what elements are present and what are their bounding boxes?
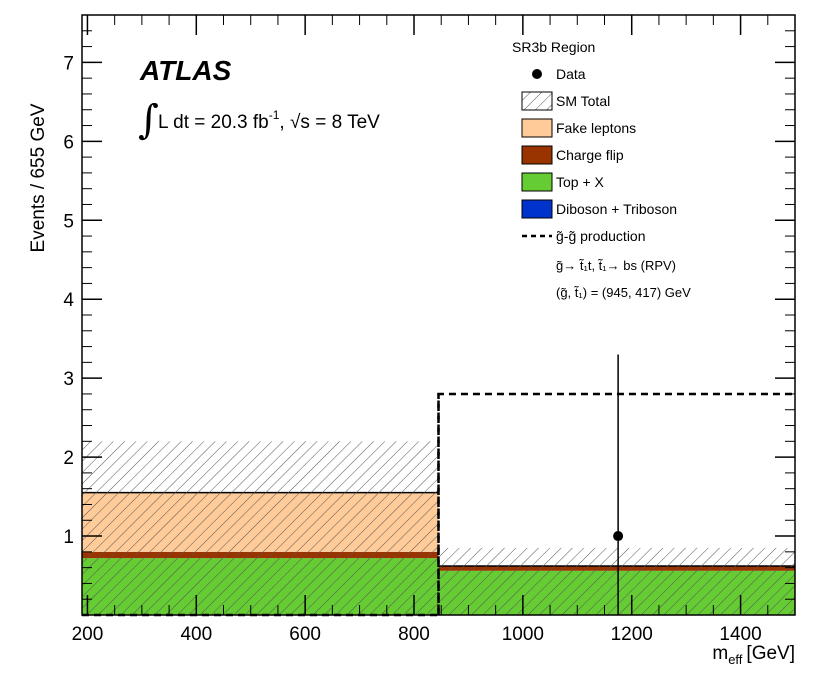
legend-note: (g̃, t̃₁) = (945, 417) GeV [556, 285, 691, 300]
luminosity-text: L dt = 20.3 fb [158, 112, 269, 133]
y-tick-label: 1 [63, 527, 74, 548]
y-tick-label: 5 [63, 211, 74, 232]
sqrt-icon: √ [290, 112, 301, 133]
y-tick-label: 6 [63, 132, 74, 153]
energy-text: s = 8 TeV [300, 112, 380, 133]
x-axis-title: meff [GeV] [712, 643, 795, 667]
sm-uncertainty-band-bin-0 [82, 441, 439, 615]
legend-label: g̃-g̃ production [556, 228, 646, 244]
x-tick-label: 600 [289, 624, 321, 645]
x-tick-label: 200 [72, 624, 104, 645]
x-tick-label: 1200 [611, 624, 653, 645]
legend-swatch-hatch [521, 91, 553, 111]
legend-swatch-5 [521, 199, 553, 219]
y-tick-label: 4 [63, 290, 74, 311]
x-axis-symbol: m [712, 643, 728, 664]
axes: 200 400 600 800 1000 1200 1400 1 2 3 4 5 6 7 [63, 14, 796, 645]
annotations: ATLAS ∫ L dt = 20.3 fb-1, √s = 8 TeV mef… [28, 55, 795, 667]
legend-marker-data [532, 69, 542, 79]
luminosity-label: L dt = 20.3 fb-1, √s = 8 TeV [158, 108, 380, 133]
integral-sign: ∫ [138, 97, 159, 143]
sm-uncertainty-band-bin-1 [438, 547, 795, 615]
x-tick-label: 800 [398, 624, 430, 645]
x-tick-label: 1000 [502, 624, 544, 645]
plot-area [82, 354, 795, 617]
legend-label: Fake leptons [556, 120, 636, 136]
data-point [613, 531, 624, 542]
luminosity-exponent: -1 [269, 108, 280, 122]
legend: SR3b Region Data SM Total Fake leptons Charg… [512, 39, 691, 300]
legend-swatch-4 [521, 172, 553, 192]
legend-label: Charge flip [556, 147, 624, 163]
y-axis-title: Events / 655 GeV [28, 103, 49, 252]
x-axis-subscript: eff [728, 652, 743, 667]
legend-swatch-3 [521, 145, 553, 165]
experiment-label: ATLAS [139, 55, 232, 86]
y-tick-label: 3 [63, 369, 74, 390]
legend-label: Top + X [556, 174, 605, 190]
legend-label: Data [556, 66, 586, 82]
legend-title: SR3b Region [512, 39, 595, 55]
legend-swatch-2 [521, 118, 553, 138]
y-tick-label: 7 [63, 53, 74, 74]
y-tick-label: 2 [63, 448, 74, 469]
legend-note: g̃→ t̃₁t, t̃₁→ bs (RPV) [556, 258, 676, 273]
x-axis-unit: [GeV] [746, 643, 795, 664]
legend-label: SM Total [556, 93, 610, 109]
x-tick-label: 400 [180, 624, 212, 645]
x-tick-label: 1400 [719, 624, 761, 645]
energy-separator: , [279, 112, 290, 133]
legend-label: Diboson + Triboson [556, 201, 677, 217]
